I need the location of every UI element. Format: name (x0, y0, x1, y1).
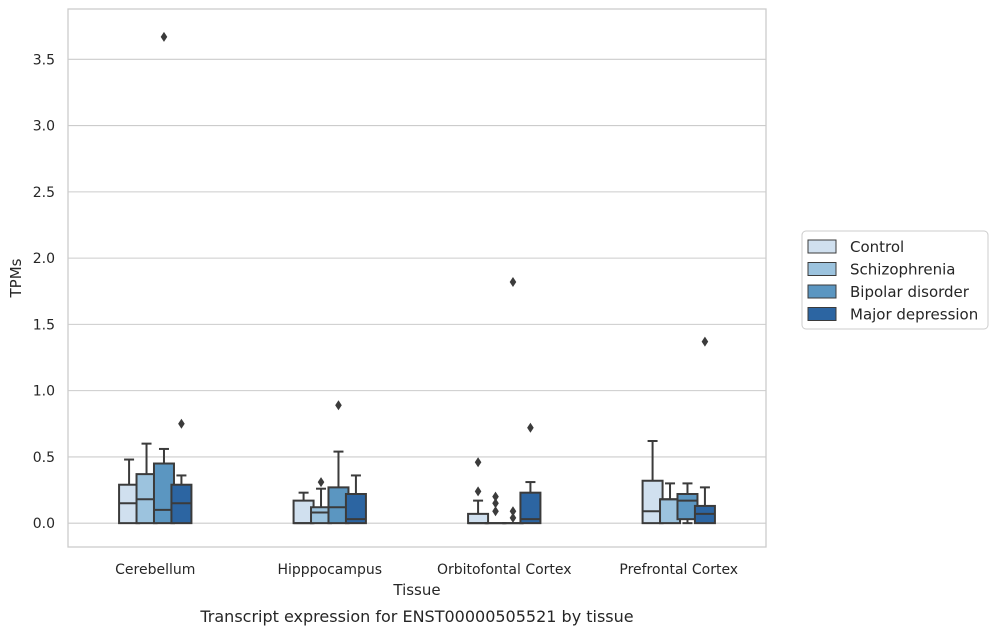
box-3-1 (346, 475, 366, 523)
legend-label: Schizophrenia (850, 261, 955, 279)
legend-swatch (808, 285, 836, 298)
outlier-point (161, 32, 168, 42)
y-tick-label: 3.5 (33, 52, 55, 68)
box-2-2 (503, 277, 523, 523)
x-tick-label: Prefrontal Cortex (619, 562, 738, 578)
outlier-point (475, 457, 482, 467)
x-tick-label: Cerebellum (115, 562, 195, 578)
outlier-point (492, 492, 499, 502)
y-tick-label: 1.0 (33, 384, 55, 400)
legend-label: Bipolar disorder (850, 283, 970, 301)
box-3-2 (520, 423, 540, 523)
legend-label: Major depression (850, 306, 978, 324)
box-2-0 (154, 32, 174, 523)
box-0-2 (468, 457, 488, 523)
legend: Control Schizophrenia Bipolar disorder Majo… (802, 231, 988, 329)
gridlines (68, 59, 766, 523)
y-axis-label: TPMs (7, 258, 25, 298)
y-tick-label: 0.5 (33, 450, 55, 466)
box-series (119, 32, 715, 523)
legend-swatch (808, 308, 836, 321)
x-axis-label: Tissue (392, 581, 440, 599)
outlier-point (510, 506, 517, 516)
outlier-point (510, 277, 517, 287)
y-tick-label: 2.0 (33, 251, 55, 267)
outlier-point (702, 337, 709, 347)
outlier-point (527, 423, 534, 433)
y-tick-label: 0.0 (33, 516, 55, 532)
x-tick-label: Orbitofontal Cortex (437, 562, 572, 578)
outlier-point (178, 419, 185, 429)
box-body (468, 514, 488, 523)
y-tick-label: 1.5 (33, 317, 55, 333)
outlier-point (335, 400, 342, 410)
outlier-point (475, 486, 482, 496)
y-tick-label: 3.0 (33, 119, 55, 135)
legend-label: Control (850, 238, 904, 256)
legend-swatch (808, 240, 836, 253)
outlier-point (318, 477, 325, 487)
x-tick-label: Hipppocampus (277, 562, 382, 578)
chart-caption: Transcript expression for ENST0000050552… (199, 607, 633, 626)
legend-swatch (808, 263, 836, 276)
y-tick-label: 2.5 (33, 185, 55, 201)
